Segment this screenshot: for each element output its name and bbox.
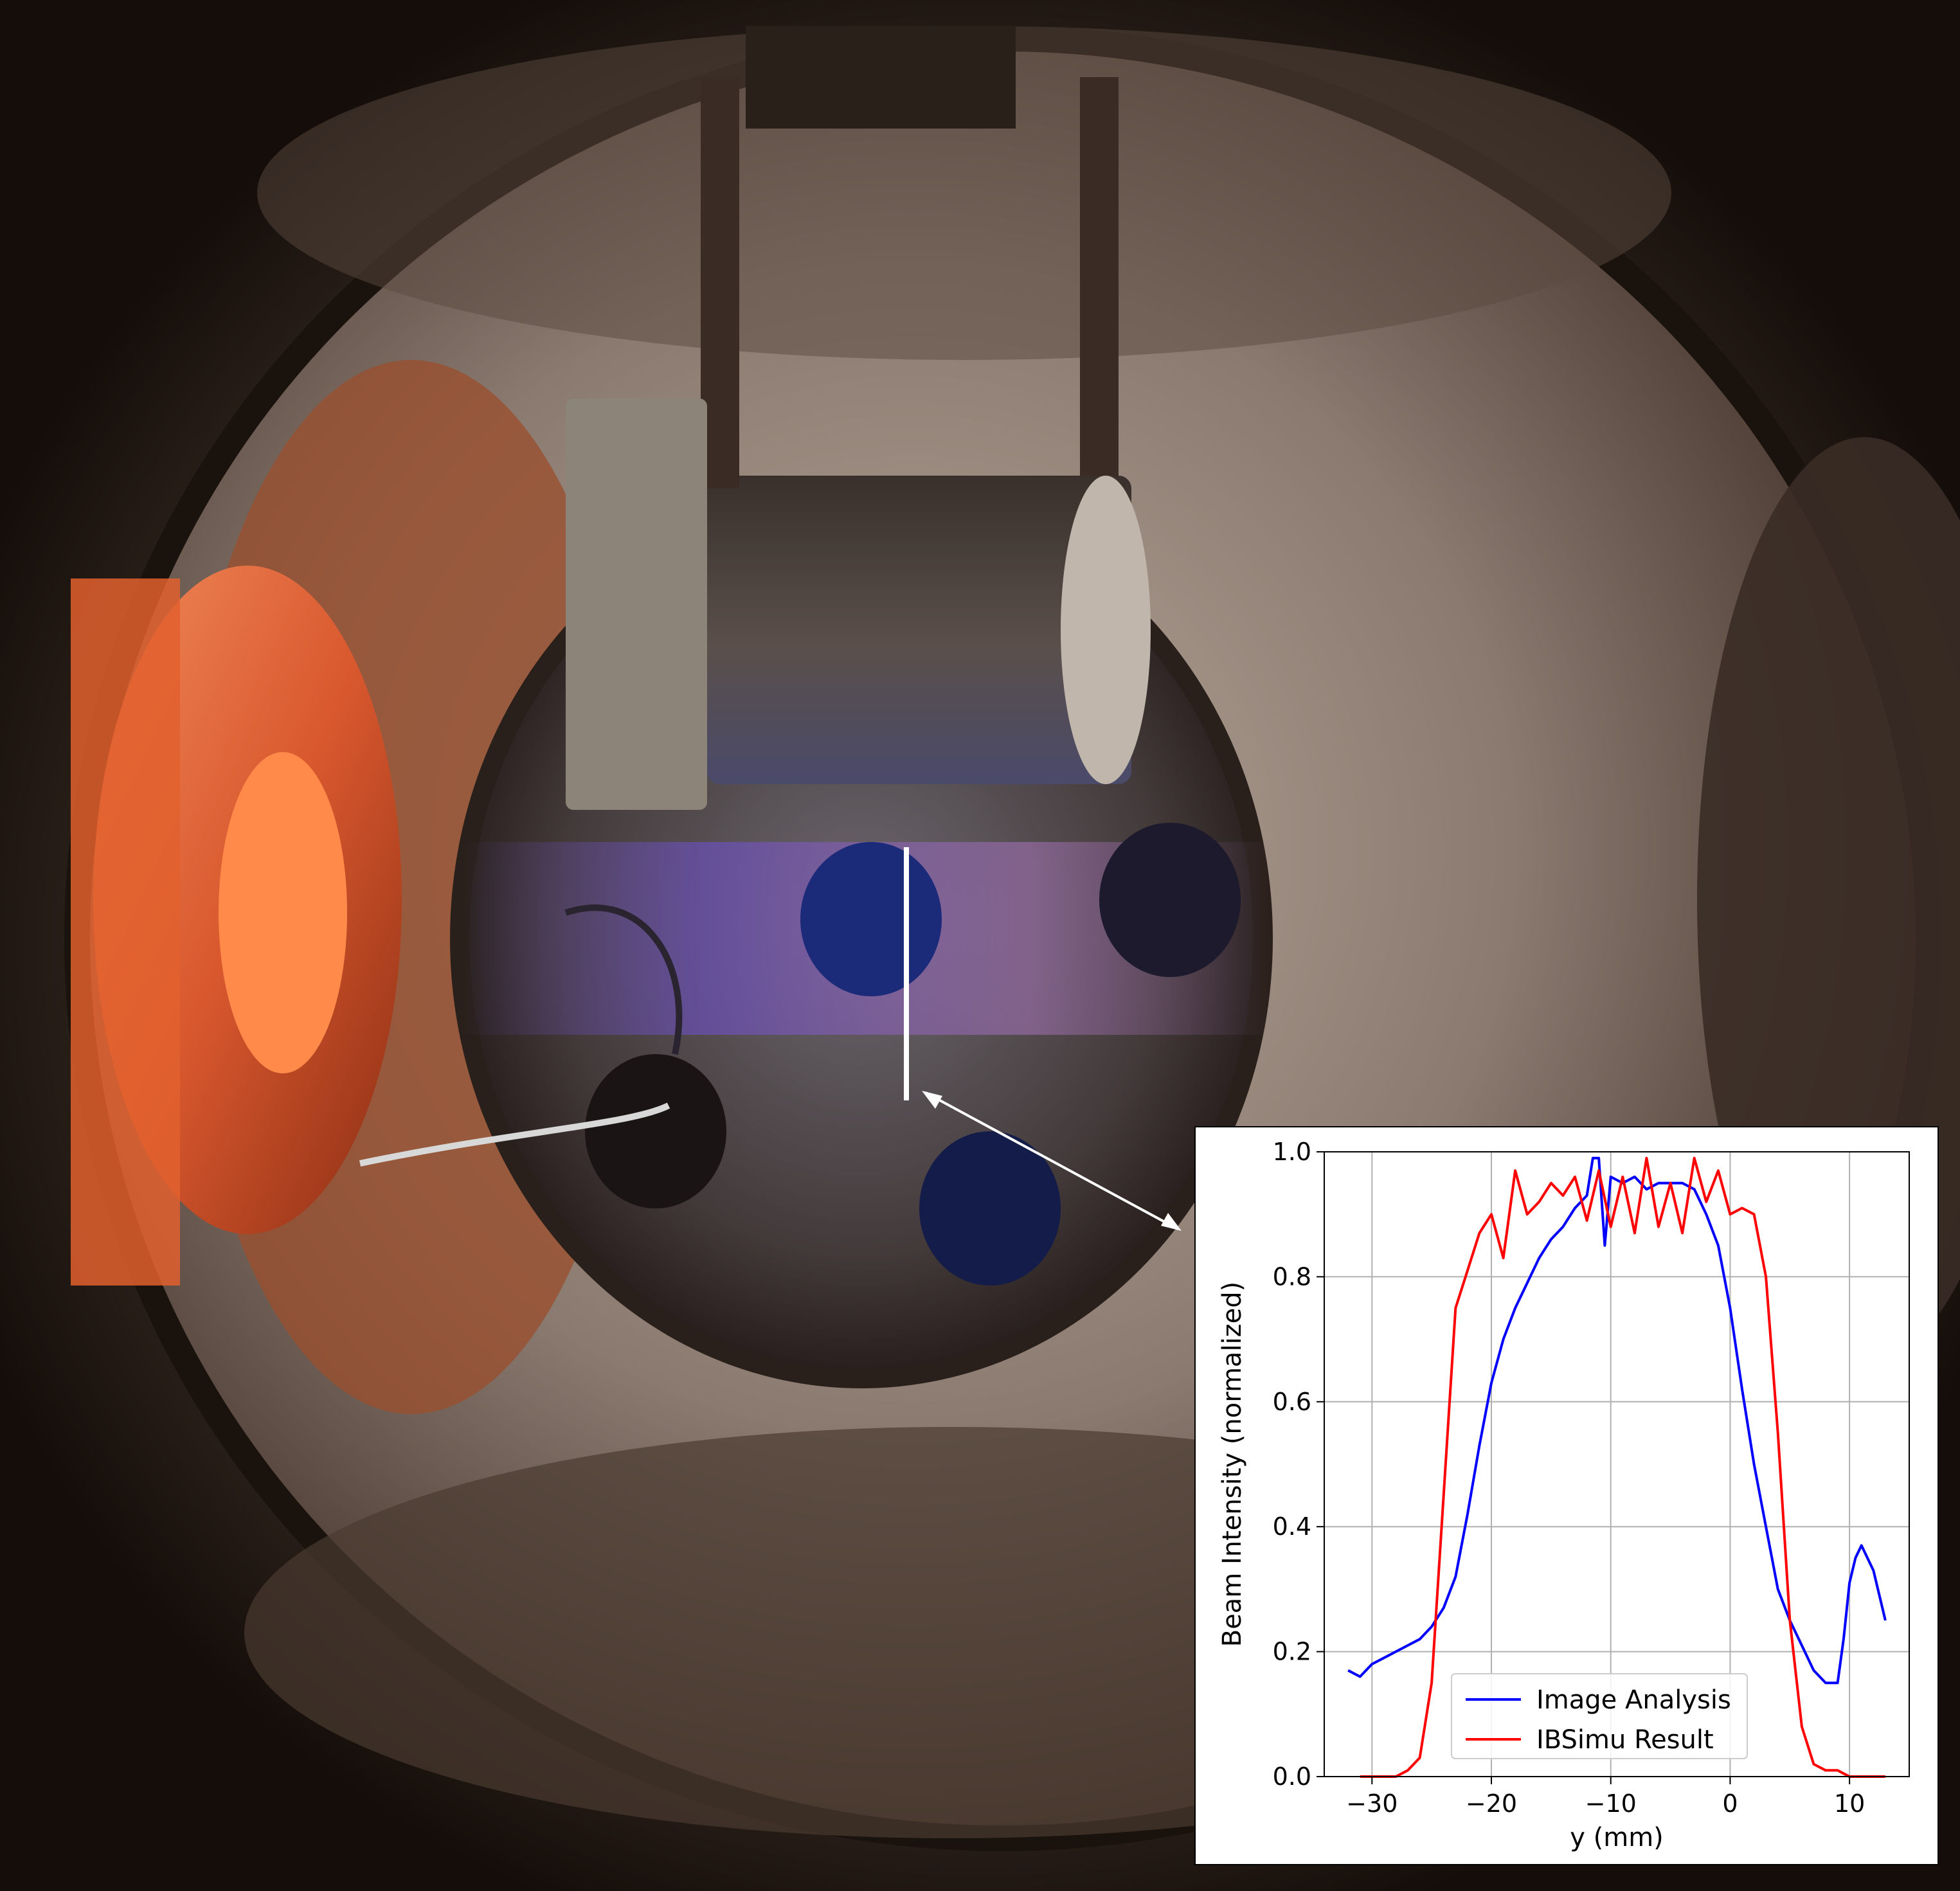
side-aperture — [1099, 823, 1241, 977]
solenoid-bore — [219, 752, 347, 1073]
y-tick-label: 0.0 — [1273, 1762, 1311, 1791]
faraday-cup-face — [1061, 476, 1151, 784]
beam-profile-chart: −30 −20 −10 0 10 0.0 0.2 0.4 0.6 0.8 1.0 y (mm) B… — [1218, 1138, 1910, 1852]
y-tick-label: 0.8 — [1273, 1262, 1311, 1291]
profile-chart-inset: −30 −20 −10 0 10 0.0 0.2 0.4 0.6 0.8 1.0 y (mm) B… — [1194, 1126, 1939, 1865]
pointer-arrowhead — [1161, 1213, 1182, 1231]
bracket — [566, 399, 707, 810]
series-line-image-analysis — [1347, 1156, 1887, 1685]
legend-label-ibsimu-result: IBSimu Result — [1536, 1725, 1714, 1755]
x-tick-label: 0 — [1722, 1789, 1738, 1818]
cable — [564, 904, 683, 1055]
y-tick-label: 0.2 — [1273, 1638, 1311, 1666]
y-tick-label: 0.6 — [1273, 1388, 1311, 1416]
pointer-arrowhead — [922, 1091, 942, 1109]
feedthrough — [746, 26, 1016, 129]
support-rod-right — [1080, 77, 1119, 476]
y-tick-label: 1.0 — [1273, 1138, 1311, 1166]
series-line-ibsimu-result — [1360, 1156, 1885, 1778]
x-tick-labels: −30 −20 −10 0 10 — [1346, 1777, 1865, 1818]
x-tick-label: −20 — [1466, 1789, 1517, 1818]
solenoid-coil — [71, 578, 180, 1286]
faraday-cup — [707, 476, 1131, 784]
legend-box — [1451, 1673, 1748, 1759]
x-axis-label: y (mm) — [1570, 1823, 1664, 1852]
beam-aperture — [800, 842, 942, 996]
x-tick-label: 10 — [1834, 1789, 1865, 1818]
lower-right-aperture — [919, 1131, 1061, 1286]
top-port — [257, 26, 1671, 360]
lower-left-aperture — [585, 1054, 726, 1208]
cable — [359, 1102, 670, 1167]
series-lines — [1347, 1156, 1887, 1778]
plot-frame — [1324, 1151, 1910, 1777]
pointer-arrow — [925, 1091, 1178, 1230]
y-tick-labels: 0.0 0.2 0.4 0.6 0.8 1.0 — [1273, 1138, 1324, 1791]
legend: Image Analysis IBSimu Result — [1451, 1673, 1748, 1759]
y-axis-label: Beam Intensity (normalized) — [1218, 1282, 1247, 1647]
y-tick-label: 0.4 — [1273, 1512, 1311, 1541]
x-tick-label: −10 — [1585, 1789, 1637, 1818]
x-tick-label: −30 — [1346, 1789, 1398, 1818]
legend-label-image-analysis: Image Analysis — [1536, 1685, 1731, 1715]
